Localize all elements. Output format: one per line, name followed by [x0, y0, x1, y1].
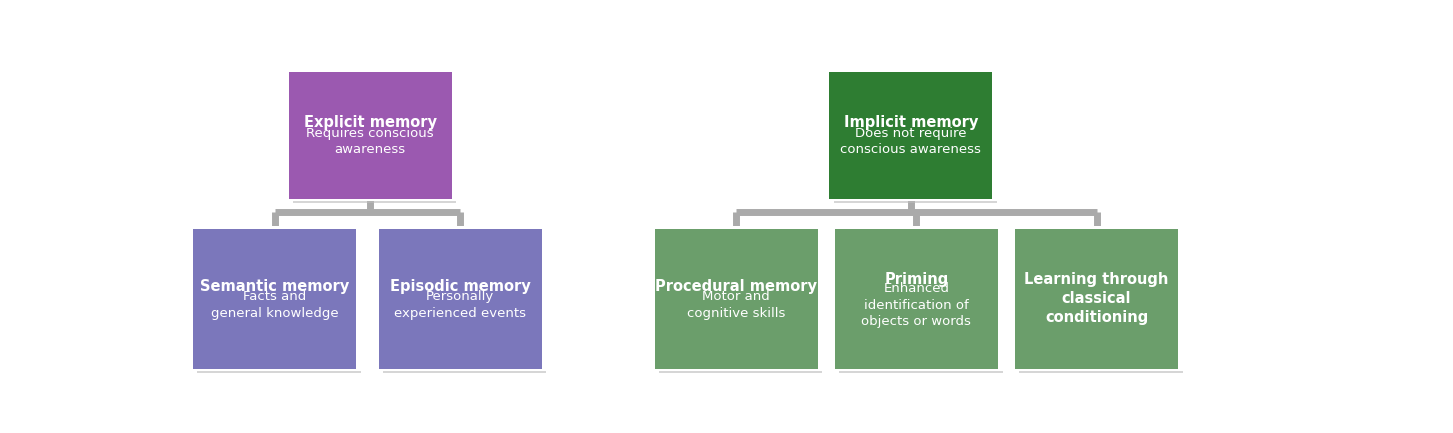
Text: Priming: Priming — [885, 272, 949, 287]
Text: Motor and
cognitive skills: Motor and cognitive skills — [687, 290, 786, 320]
FancyBboxPatch shape — [821, 70, 1000, 201]
FancyBboxPatch shape — [647, 226, 825, 371]
Text: Explicit memory: Explicit memory — [304, 115, 437, 130]
Text: Episodic memory: Episodic memory — [389, 278, 530, 294]
FancyBboxPatch shape — [660, 233, 822, 373]
FancyBboxPatch shape — [1014, 229, 1178, 369]
FancyBboxPatch shape — [834, 229, 998, 369]
FancyBboxPatch shape — [830, 72, 992, 199]
FancyBboxPatch shape — [1020, 233, 1183, 373]
FancyBboxPatch shape — [371, 226, 549, 371]
Text: Semantic memory: Semantic memory — [201, 278, 349, 294]
FancyBboxPatch shape — [654, 229, 818, 369]
FancyBboxPatch shape — [840, 233, 1003, 373]
Text: Procedural memory: Procedural memory — [655, 278, 817, 294]
Text: Requires conscious
awareness: Requires conscious awareness — [307, 127, 434, 156]
FancyBboxPatch shape — [289, 72, 452, 199]
FancyBboxPatch shape — [185, 226, 365, 371]
Text: Enhanced
identification of
objects or words: Enhanced identification of objects or wo… — [862, 282, 971, 328]
Text: Implicit memory: Implicit memory — [844, 115, 978, 130]
FancyBboxPatch shape — [193, 229, 356, 369]
FancyBboxPatch shape — [827, 226, 1005, 371]
Text: Learning through
classical
conditioning: Learning through classical conditioning — [1024, 272, 1168, 325]
FancyBboxPatch shape — [294, 76, 456, 203]
Text: Does not require
conscious awareness: Does not require conscious awareness — [840, 127, 981, 156]
FancyBboxPatch shape — [834, 76, 997, 203]
Text: Facts and
general knowledge: Facts and general knowledge — [211, 290, 339, 320]
Text: Personally
experienced events: Personally experienced events — [394, 290, 526, 320]
FancyBboxPatch shape — [280, 70, 459, 201]
FancyBboxPatch shape — [379, 229, 542, 369]
FancyBboxPatch shape — [1007, 226, 1186, 371]
FancyBboxPatch shape — [384, 233, 546, 373]
FancyBboxPatch shape — [198, 233, 360, 373]
